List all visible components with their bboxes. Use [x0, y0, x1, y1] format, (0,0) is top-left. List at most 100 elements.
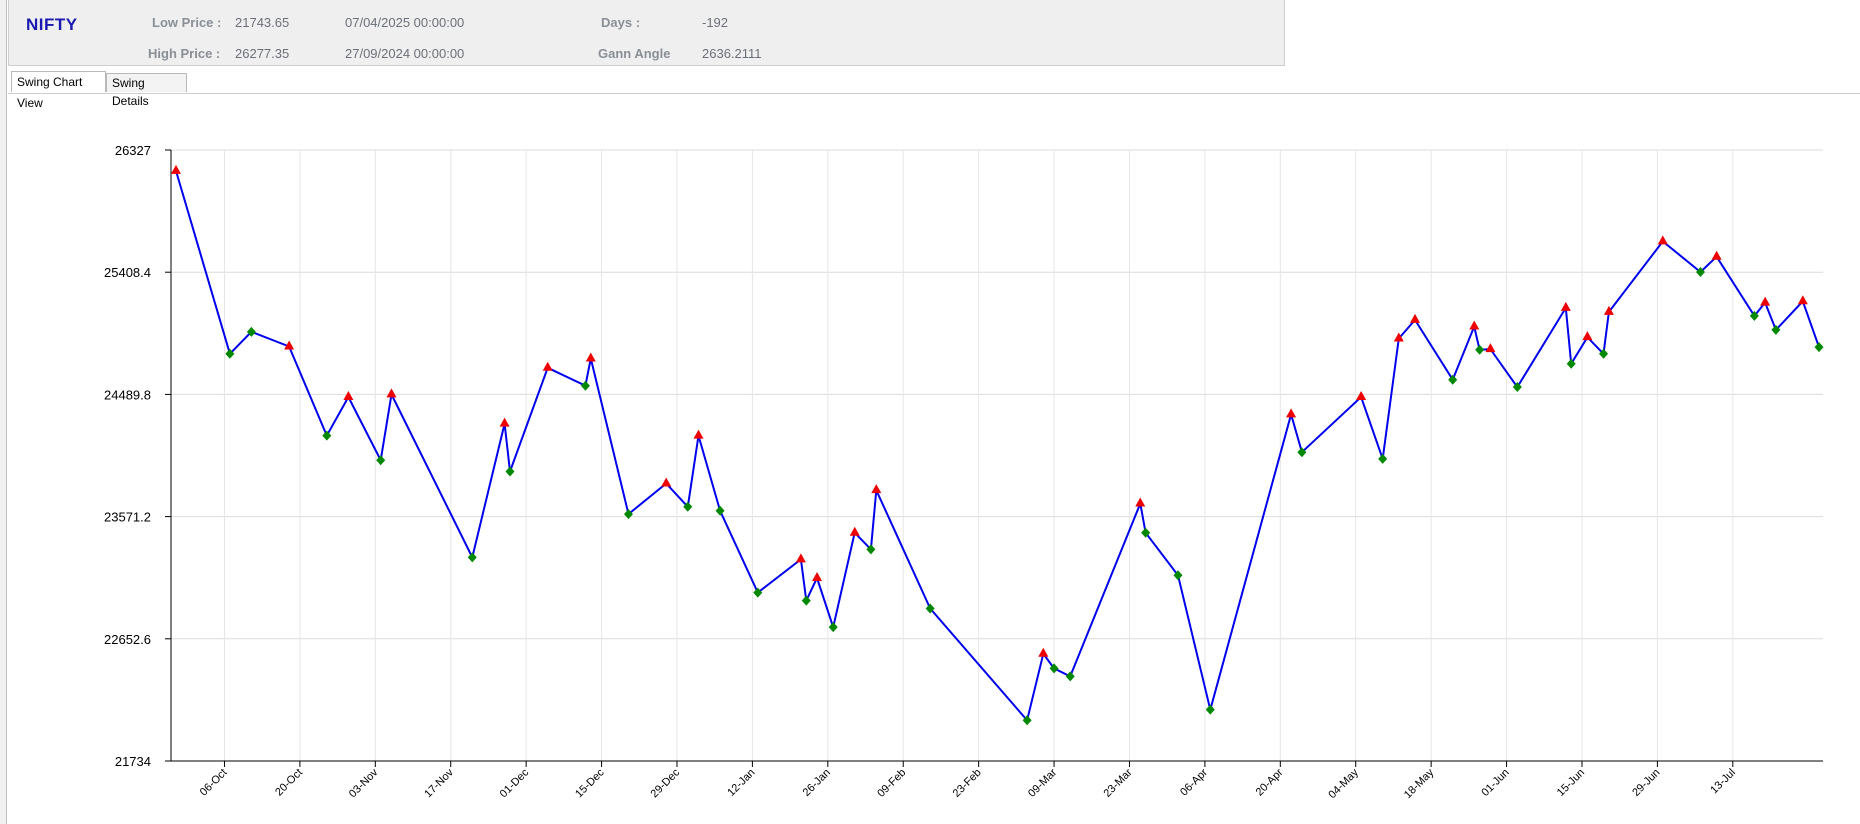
swing-low-marker: [322, 430, 332, 441]
days-label: Days :: [601, 15, 641, 30]
swing-low-marker: [715, 505, 725, 516]
swing-high-marker: [386, 388, 397, 398]
x-tick-label: 12-Jan: [725, 767, 757, 799]
x-tick-label: 06-Apr: [1178, 766, 1210, 798]
x-tick-label: 17-Nov: [422, 766, 456, 800]
x-tick-label: 15-Dec: [573, 766, 607, 800]
swing-high-marker: [1797, 295, 1808, 305]
x-tick-label: 13-Jul: [1708, 767, 1738, 797]
swing-low-marker: [1695, 266, 1705, 277]
high-price-label: High Price :: [148, 46, 221, 61]
swing-low-marker: [1475, 344, 1485, 355]
swing-high-marker: [585, 352, 596, 362]
x-tick-label: 06-Oct: [198, 767, 230, 799]
swing-high-marker: [1356, 391, 1367, 401]
x-tick-label: 15-Jun: [1555, 767, 1587, 799]
swing-high-marker: [1393, 332, 1404, 342]
x-tick-label: 20-Apr: [1254, 766, 1286, 798]
swing-low-marker: [683, 501, 693, 512]
swing-line: [175, 170, 1820, 723]
y-tick-label: 26327: [115, 143, 151, 158]
high-price-date: 27/09/2024 00:00:00: [345, 46, 465, 61]
swing-high-marker: [343, 391, 354, 401]
info-panel: NIFTY Low Price : 21743.65 07/04/2025 00…: [8, 0, 1285, 66]
x-tick-label: 04-May: [1326, 766, 1361, 801]
tab-swing-chart-view[interactable]: Swing Chart View: [11, 71, 106, 110]
swing-low-marker: [1173, 570, 1183, 581]
swing-low-marker: [623, 509, 633, 520]
swing-high-marker: [795, 553, 806, 563]
swing-high-marker: [284, 340, 295, 350]
swing-high-marker: [1038, 647, 1049, 657]
swing-high-marker: [1711, 250, 1722, 260]
swing-low-marker: [1141, 527, 1151, 538]
swing-high-marker: [1603, 305, 1614, 315]
swing-low-marker: [1049, 663, 1059, 674]
x-tick-label: 29-Jun: [1630, 767, 1662, 799]
low-price-label: Low Price :: [152, 15, 222, 30]
swing-high-marker: [1657, 235, 1668, 245]
days-value: -192: [702, 15, 729, 30]
swing-low-marker: [1205, 704, 1215, 715]
swing-high-marker: [693, 429, 704, 439]
swing-low-marker: [1378, 453, 1388, 464]
y-tick-label: 24489.8: [104, 387, 151, 402]
swing-low-marker: [1771, 324, 1781, 335]
swing-high-marker: [1485, 343, 1496, 353]
swing-high-marker: [1560, 301, 1571, 311]
swing-low-marker: [1566, 358, 1576, 369]
swing-low-marker: [225, 348, 235, 359]
swing-high-marker: [542, 361, 553, 371]
swing-low-marker: [1448, 374, 1458, 385]
swing-high-marker: [499, 417, 510, 427]
swing-low-marker: [866, 544, 876, 555]
swing-low-marker: [1599, 348, 1609, 359]
swing-high-marker: [1582, 331, 1593, 341]
tab-strip: Swing Chart View Swing Details: [8, 71, 1860, 110]
y-tick-label: 21734: [115, 754, 151, 769]
swing-high-marker: [661, 477, 672, 487]
x-tick-label: 18-May: [1402, 766, 1437, 801]
swing-low-marker: [801, 595, 811, 606]
y-tick-label: 22652.6: [104, 632, 151, 647]
symbol-label: NIFTY: [26, 15, 78, 34]
swing-low-marker: [580, 380, 590, 391]
swing-high-marker: [1135, 497, 1146, 507]
high-price-value: 26277.35: [235, 46, 290, 61]
x-tick-label: 23-Mar: [1101, 766, 1134, 799]
swing-low-marker: [925, 603, 935, 614]
x-tick-label: 20-Oct: [273, 767, 305, 799]
swing-low-marker: [828, 622, 838, 633]
low-price-value: 21743.65: [235, 15, 290, 30]
tab-swing-details[interactable]: Swing Details: [106, 73, 187, 108]
swing-high-marker: [871, 484, 882, 494]
x-tick-label: 09-Feb: [875, 767, 908, 800]
swing-low-marker: [1022, 715, 1032, 726]
swing-low-marker: [505, 466, 515, 477]
swing-low-marker: [1814, 342, 1824, 353]
y-tick-label: 23571.2: [104, 510, 151, 525]
swing-high-marker: [812, 571, 823, 581]
low-price-date: 07/04/2025 00:00:00: [345, 15, 465, 30]
swing-low-marker: [246, 326, 256, 337]
x-tick-label: 09-Mar: [1026, 766, 1059, 799]
x-tick-label: 23-Feb: [951, 767, 984, 800]
swing-high-marker: [1469, 320, 1480, 330]
swing-low-marker: [376, 455, 386, 466]
swing-low-marker: [1749, 310, 1759, 321]
swing-low-marker: [753, 587, 763, 598]
swing-high-marker: [1409, 313, 1420, 323]
x-tick-label: 01-Dec: [498, 766, 532, 800]
window-left-border: [0, 0, 7, 824]
x-tick-label: 26-Jan: [801, 767, 833, 799]
swing-low-marker: [1297, 447, 1307, 458]
swing-high-marker: [1760, 296, 1771, 306]
x-tick-label: 03-Nov: [347, 766, 381, 800]
swing-low-marker: [1512, 382, 1522, 393]
swing-high-marker: [849, 526, 860, 536]
x-tick-label: 01-Jun: [1479, 767, 1511, 799]
swing-high-marker: [1286, 408, 1297, 418]
y-tick-label: 25408.4: [104, 265, 151, 280]
gann-angle-value: 2636.2111: [702, 46, 762, 61]
swing-high-marker: [171, 164, 181, 174]
